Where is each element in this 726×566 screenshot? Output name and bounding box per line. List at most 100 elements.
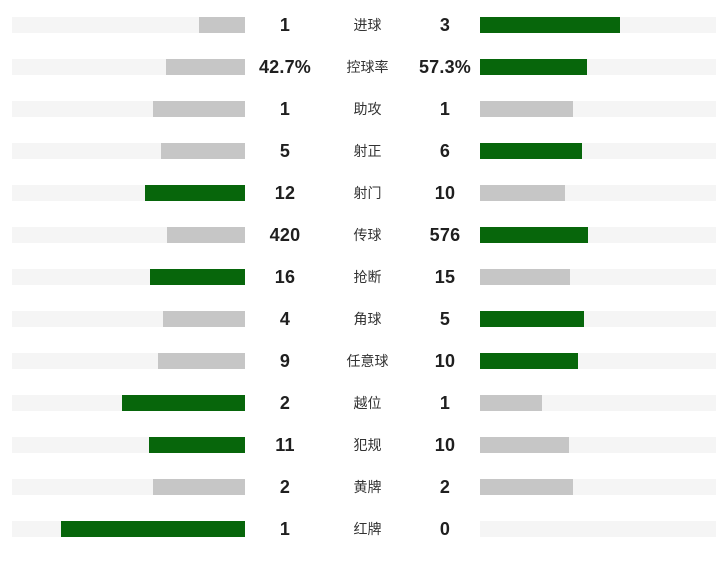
away-bar <box>480 311 584 327</box>
stat-label: 黄牌 <box>353 479 382 495</box>
away-bar-track <box>480 17 716 33</box>
stat-row: 420 传球 576 <box>12 214 716 256</box>
away-bar <box>480 395 543 411</box>
away-bar <box>480 101 574 117</box>
home-value: 2 <box>279 392 291 413</box>
home-bar <box>152 479 245 495</box>
away-bar-track <box>480 353 716 369</box>
home-bar-track <box>12 437 245 453</box>
away-bar <box>480 269 571 285</box>
away-value: 0 <box>439 518 451 539</box>
away-bar-track <box>480 185 716 201</box>
home-bar <box>167 227 245 243</box>
home-value: 420 <box>269 224 301 245</box>
stat-label: 控球率 <box>346 59 389 75</box>
away-bar-track <box>480 227 716 243</box>
away-bar <box>480 143 582 159</box>
stat-row: 4 角球 5 <box>12 298 716 340</box>
home-bar <box>198 17 245 33</box>
stat-label: 越位 <box>353 395 382 411</box>
home-value: 2 <box>279 476 291 497</box>
away-bar-track <box>480 395 716 411</box>
stat-row: 1 红牌 0 <box>12 508 716 550</box>
stat-label: 射门 <box>353 185 382 201</box>
home-bar <box>163 311 245 327</box>
home-value: 12 <box>274 182 296 203</box>
home-bar <box>161 143 245 159</box>
away-bar <box>480 17 620 33</box>
away-bar-track <box>480 521 716 537</box>
home-bar-track <box>12 101 245 117</box>
home-value: 1 <box>279 14 291 35</box>
away-bar <box>480 479 574 495</box>
stat-label: 射正 <box>353 143 382 159</box>
stat-label: 进球 <box>353 17 382 33</box>
away-bar <box>480 227 588 243</box>
away-value: 10 <box>434 434 456 455</box>
home-bar-track <box>12 185 245 201</box>
stat-row: 2 越位 1 <box>12 382 716 424</box>
away-bar <box>480 437 569 453</box>
home-bar-track <box>12 269 245 285</box>
stat-row: 1 助攻 1 <box>12 88 716 130</box>
stat-label: 助攻 <box>353 101 382 117</box>
home-bar <box>166 59 245 75</box>
stat-label: 抢断 <box>353 269 382 285</box>
home-value: 4 <box>279 308 291 329</box>
away-bar <box>480 59 587 75</box>
away-bar <box>480 185 565 201</box>
away-value: 10 <box>434 350 456 371</box>
home-value: 42.7% <box>258 56 312 77</box>
away-value: 57.3% <box>418 56 472 77</box>
stat-row: 12 射门 10 <box>12 172 716 214</box>
stat-row: 2 黄牌 2 <box>12 466 716 508</box>
stat-label: 任意球 <box>346 353 389 369</box>
away-bar-track <box>480 311 716 327</box>
away-value: 576 <box>429 224 461 245</box>
away-bar <box>480 353 579 369</box>
away-value: 15 <box>434 266 456 287</box>
home-bar-track <box>12 395 245 411</box>
stat-row: 5 射正 6 <box>12 130 716 172</box>
away-bar-track <box>480 479 716 495</box>
home-value: 11 <box>275 434 295 455</box>
stat-label: 传球 <box>353 227 382 243</box>
away-bar-track <box>480 101 716 117</box>
stat-row: 11 犯规 10 <box>12 424 716 466</box>
away-bar-track <box>480 437 716 453</box>
away-value: 6 <box>439 140 451 161</box>
away-bar-track <box>480 59 716 75</box>
home-value: 5 <box>279 140 291 161</box>
home-bar <box>122 395 245 411</box>
home-bar-track <box>12 143 245 159</box>
stat-row: 16 抢断 15 <box>12 256 716 298</box>
stat-label: 角球 <box>353 311 382 327</box>
stat-row: 1 进球 3 <box>12 4 716 46</box>
stat-row: 42.7% 控球率 57.3% <box>12 46 716 88</box>
stat-row: 9 任意球 10 <box>12 340 716 382</box>
away-bar-track <box>480 143 716 159</box>
home-bar-track <box>12 59 245 75</box>
home-bar <box>60 521 245 537</box>
away-value: 3 <box>439 14 451 35</box>
home-bar <box>148 437 245 453</box>
home-value: 16 <box>274 266 296 287</box>
away-value: 1 <box>439 98 451 119</box>
home-bar-track <box>12 479 245 495</box>
home-bar-track <box>12 353 245 369</box>
home-value: 1 <box>279 98 291 119</box>
away-value: 1 <box>439 392 451 413</box>
home-bar <box>152 101 245 117</box>
home-bar <box>150 269 245 285</box>
home-value: 9 <box>279 350 291 371</box>
home-bar-track <box>12 521 245 537</box>
home-bar-track <box>12 311 245 327</box>
stat-label: 红牌 <box>353 521 382 537</box>
home-bar-track <box>12 227 245 243</box>
away-value: 5 <box>439 308 451 329</box>
home-bar-track <box>12 17 245 33</box>
away-value: 10 <box>434 182 456 203</box>
stat-label: 犯规 <box>353 437 382 453</box>
away-bar-track <box>480 269 716 285</box>
